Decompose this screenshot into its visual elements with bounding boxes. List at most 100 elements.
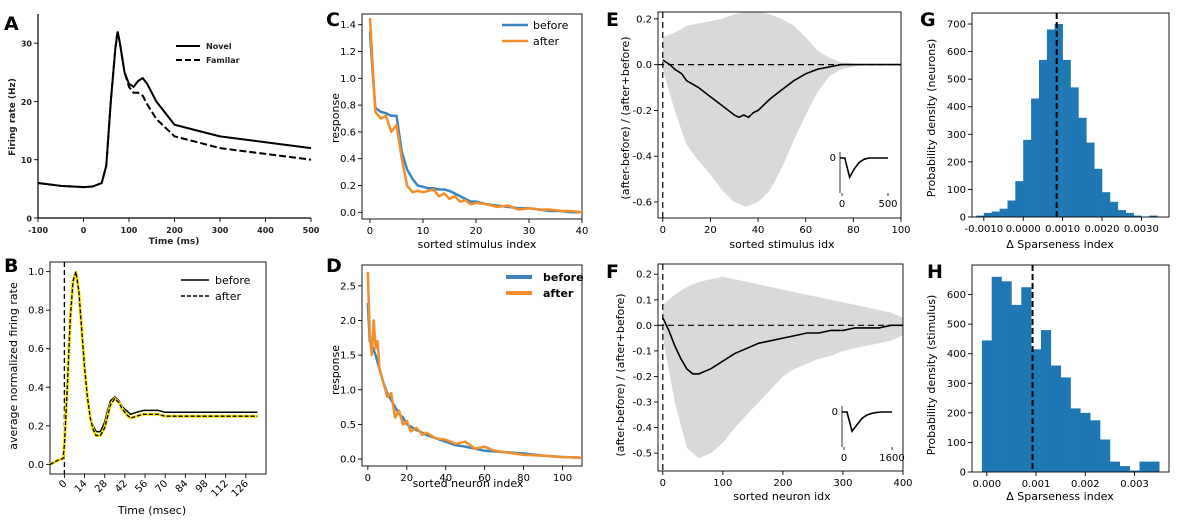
histogram-bar bbox=[1070, 87, 1079, 218]
series-before-line bbox=[368, 31, 582, 214]
x-tick-label: 40 bbox=[439, 473, 452, 484]
panel-f-inset-trace bbox=[842, 411, 892, 433]
x-tick-label: 10 bbox=[417, 226, 430, 237]
y-tick-label: 1.4 bbox=[340, 20, 356, 31]
histogram-bar bbox=[991, 276, 1002, 472]
y-tick-label: 300 bbox=[947, 130, 966, 141]
x-tick-label: 0 bbox=[57, 478, 69, 490]
panel-label-d: D bbox=[326, 255, 342, 277]
legend-before-label: before bbox=[533, 19, 569, 32]
panel-f-inset-x-label: 0 bbox=[841, 453, 847, 464]
panel-f-inset-y-label: 0 bbox=[832, 407, 838, 418]
panel-f-variance-band bbox=[662, 276, 903, 459]
y-tick-label: 0.6 bbox=[340, 127, 356, 138]
x-tick-label: 100 bbox=[121, 226, 138, 235]
y-tick-label: 1.5 bbox=[340, 351, 356, 362]
y-tick-label: 200 bbox=[947, 408, 966, 419]
x-tick-label: 500 bbox=[303, 226, 320, 235]
y-tick-label: 20 bbox=[21, 98, 33, 107]
x-tick-label: 40 bbox=[752, 225, 765, 236]
panel-label-f: F bbox=[606, 261, 619, 283]
y-tick-label: -0.2 bbox=[632, 372, 652, 383]
y-tick-label: 500 bbox=[947, 320, 966, 331]
panel-b-ylabel: average normalized firing rate bbox=[7, 282, 20, 450]
legend-novel-label: Novel bbox=[206, 42, 232, 51]
x-tick-label: 0 bbox=[660, 478, 666, 489]
y-tick-label: 100 bbox=[947, 185, 966, 196]
histogram-bar bbox=[1046, 29, 1056, 217]
y-tick-label: 0 bbox=[960, 468, 966, 479]
series-after-line bbox=[366, 271, 583, 459]
panel-d: D sorted neuron index response before af… bbox=[326, 255, 584, 490]
histogram-bar bbox=[1031, 349, 1042, 472]
x-tick-label: 98 bbox=[194, 478, 211, 495]
histogram-bar bbox=[1054, 24, 1063, 217]
y-tick-label: 100 bbox=[947, 438, 966, 449]
series-novel-line bbox=[37, 31, 312, 189]
x-tick-label: 84 bbox=[174, 478, 191, 495]
x-tick-label: 400 bbox=[893, 478, 912, 489]
y-tick-label: -0.4 bbox=[632, 423, 652, 434]
y-tick-label: 400 bbox=[947, 349, 966, 360]
x-tick-label: 80 bbox=[517, 473, 530, 484]
panel-e-ylabel: (after-before) / (after+before) bbox=[619, 36, 632, 199]
y-tick-label: 500 bbox=[947, 75, 966, 86]
x-tick-label: 14 bbox=[73, 478, 90, 495]
x-tick-label: 20 bbox=[704, 225, 717, 236]
y-tick-label: 0.2 bbox=[28, 421, 44, 432]
histogram-bar bbox=[991, 211, 1000, 217]
panel-e-mean-line bbox=[662, 59, 901, 119]
histogram-bar bbox=[1078, 117, 1087, 217]
histogram-bar bbox=[1023, 139, 1032, 217]
panel-label-c: C bbox=[326, 9, 340, 31]
legend-before-label: before bbox=[543, 271, 584, 284]
y-tick-label: 0.0 bbox=[340, 455, 356, 466]
panel-d-frame bbox=[361, 264, 583, 467]
y-tick-label: 1.0 bbox=[340, 385, 356, 396]
panel-label-e: E bbox=[606, 9, 619, 31]
panel-b-frame bbox=[49, 261, 267, 475]
histogram-bar bbox=[1139, 461, 1150, 472]
y-tick-label: 300 bbox=[947, 379, 966, 390]
x-tick-label: 300 bbox=[212, 226, 229, 235]
panel-g-frame bbox=[971, 12, 1170, 218]
x-tick-label: 28 bbox=[93, 478, 110, 495]
x-tick-label: 300 bbox=[833, 478, 852, 489]
x-tick-label: 80 bbox=[847, 225, 860, 236]
x-tick-label: 0.0030 bbox=[1124, 224, 1159, 235]
x-tick-label: 20 bbox=[470, 226, 483, 237]
x-tick-label: 200 bbox=[166, 226, 183, 235]
series-before-line bbox=[366, 303, 583, 459]
y-tick-label: 10 bbox=[21, 156, 33, 165]
y-tick-label: 0.8 bbox=[28, 306, 44, 317]
panel-f: F sorted neuron idx (after-before) / (af… bbox=[606, 261, 913, 503]
panel-e-xlabel: sorted stimulus idx bbox=[729, 238, 835, 251]
histogram-bar bbox=[1070, 408, 1081, 472]
y-tick-label: 0.0 bbox=[636, 321, 652, 332]
panel-label-b: B bbox=[4, 255, 18, 277]
y-tick-label: 600 bbox=[947, 47, 966, 58]
panel-d-legend: before after bbox=[506, 271, 584, 300]
panel-e: E sorted stimulus idx (after-before) / (… bbox=[606, 9, 911, 251]
y-tick-label: 0.0 bbox=[636, 60, 652, 71]
histogram-bar bbox=[975, 215, 985, 217]
x-tick-label: 200 bbox=[773, 478, 792, 489]
histogram-bar bbox=[1119, 466, 1130, 472]
panel-c-ylabel: response bbox=[329, 93, 342, 143]
histogram-bar bbox=[1117, 210, 1126, 217]
panel-label-a: A bbox=[4, 13, 19, 35]
histogram-bar bbox=[999, 208, 1008, 217]
panel-e-inset-y-label: 0 bbox=[830, 153, 836, 164]
histogram-bar bbox=[1109, 461, 1120, 472]
y-tick-label: -0.6 bbox=[632, 197, 652, 208]
x-tick-label: 0.0010 bbox=[1045, 224, 1080, 235]
panel-h-ylabel: Probability density (stimulus) bbox=[925, 295, 938, 456]
panel-f-mean-line bbox=[662, 317, 903, 375]
panel-e-inset-trace bbox=[840, 157, 888, 180]
panel-b: B Time (msec) average normalized firing … bbox=[4, 255, 267, 517]
y-tick-label: 0.2 bbox=[636, 14, 652, 25]
x-tick-label: 0.002 bbox=[1071, 479, 1100, 490]
histogram-bar bbox=[981, 340, 993, 472]
panel-e-frame bbox=[657, 11, 902, 219]
